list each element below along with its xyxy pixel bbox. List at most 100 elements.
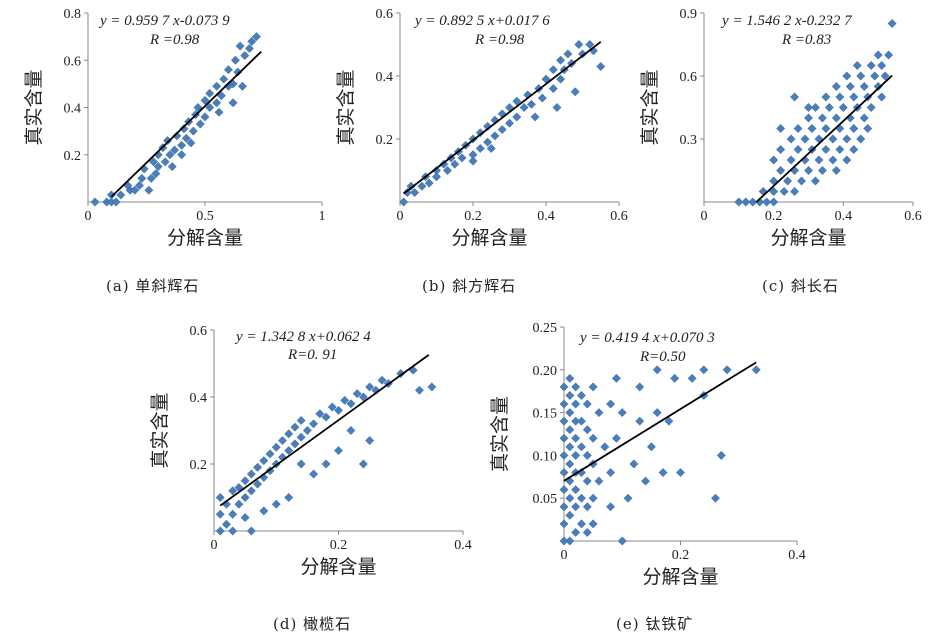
data-point [741,197,751,207]
data-point [565,510,575,520]
data-point [427,382,437,392]
data-point [576,519,586,529]
data-point [687,373,697,383]
data-point [835,145,845,154]
data-point [450,159,460,169]
data-point [565,425,575,435]
data-point [457,153,467,163]
data-point [559,468,569,478]
data-point [576,442,586,452]
data-point [290,439,300,449]
fit-line [563,361,757,482]
data-point [251,32,261,42]
data-point [505,118,514,128]
x-tick-label: 0.6 [610,209,628,224]
scatter-plot-c: 0 0.2 0.4 0.6 0.3 0.6 0.9 分解含量 真实含量 y = 1.546 2 x… [639,7,922,249]
x-tick-label: 0 [397,209,404,224]
data-point [571,450,581,460]
data-point [170,145,180,155]
data-point [167,162,177,172]
data-point [352,389,362,399]
data-point [571,502,581,512]
data-point [606,399,616,409]
x-tick-label: 0 [701,209,708,224]
data-point [284,446,294,456]
data-point [776,124,786,133]
data-point [284,429,294,439]
data-point [762,197,772,207]
data-point [265,449,275,459]
data-point [877,61,887,70]
y-tick-label: 0.2 [64,149,82,164]
caption-c: (c) 斜长石 [762,277,839,295]
data-point [582,450,592,460]
data-point [606,502,616,512]
data-point [859,113,869,123]
data-point [321,412,331,422]
y-axis-label: 真实含量 [489,396,511,472]
data-point [807,124,817,133]
data-point [402,188,412,198]
data-point [821,124,831,133]
x-tick-label: 0.5 [196,209,214,224]
data-point [151,169,161,179]
data-point [658,468,668,478]
data-point [578,49,587,59]
data-point [290,422,300,432]
data-point [594,408,604,418]
data-point [582,425,592,435]
data-point [346,399,356,409]
data-point [831,113,841,123]
x-axis-label: 分解含量 [770,227,846,249]
data-point [588,493,598,503]
data-point [346,426,356,435]
data-point [887,19,897,28]
scatter-plot-a: 0 0.5 1 0.2 0.4 0.6 0.8 分解含量 真实含量 y = 0.959 7 x-0… [23,7,326,249]
x-tick-label: 0.2 [672,548,690,563]
data-point [576,390,586,400]
data-point [831,166,841,175]
data-point [804,103,813,112]
x-axis-label: 分解含量 [167,227,243,249]
x-tick-label: 0 [211,538,218,553]
data-point [842,134,852,144]
data-point [828,134,838,144]
y-tick-label: 0.2 [190,458,208,473]
data-point [776,166,786,175]
y-tick-label: 0.6 [64,54,82,69]
data-point [179,124,189,134]
data-point [205,88,215,98]
data-point [240,513,250,523]
data-point [835,124,845,133]
data-point [793,145,803,154]
data-point [334,446,343,456]
data-point [852,61,862,70]
data-point [221,519,231,529]
fit-line [755,74,893,203]
data-point [873,50,883,60]
data-point [271,442,281,452]
data-point [556,55,566,65]
data-point [810,103,820,112]
data-point [235,41,245,51]
data-point [432,172,441,182]
data-point [877,92,887,102]
data-point [137,173,147,183]
data-point [559,502,569,512]
data-point [588,382,598,392]
data-point [559,382,569,392]
data-point [866,103,876,112]
data-point [800,134,810,144]
data-point [582,399,592,409]
data-point [769,155,779,165]
data-point [526,99,536,109]
y-axis-label: 真实含量 [149,392,171,468]
data-point [365,382,375,392]
data-point [417,181,427,191]
correlation-label: R =0.83 [781,32,831,48]
data-point [664,416,674,426]
y-tick-label: 0.4 [376,70,394,85]
data-point [842,71,852,81]
data-point [559,416,569,426]
